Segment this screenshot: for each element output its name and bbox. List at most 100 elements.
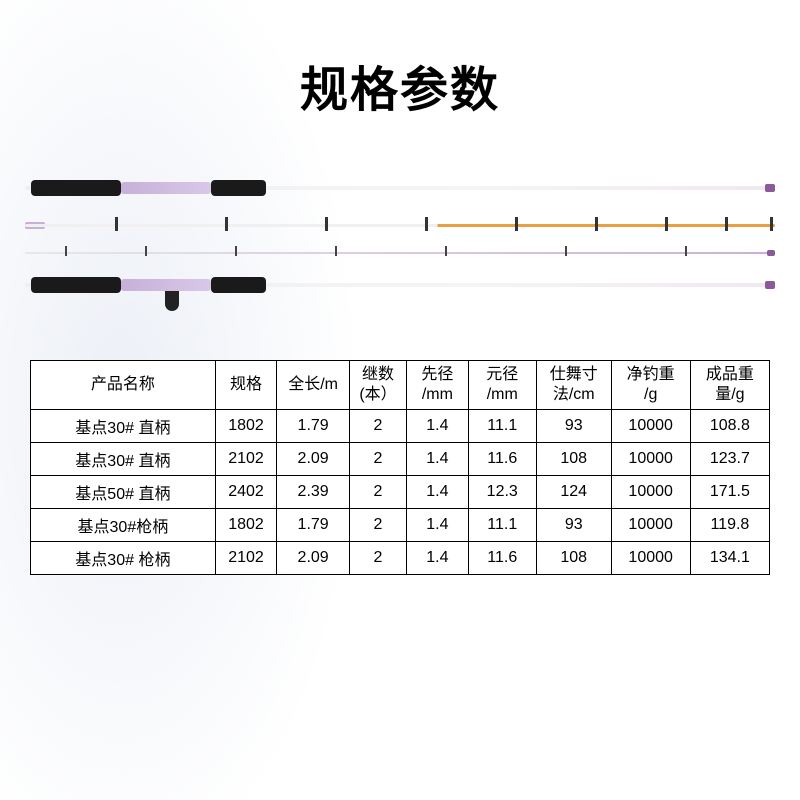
table-cell: 2 (349, 476, 406, 509)
header-text: 仕舞寸 (539, 365, 609, 385)
table-cell: 11.6 (468, 443, 536, 476)
table-cell: 12.3 (468, 476, 536, 509)
table-cell: 基点30# 直柄 (31, 410, 216, 443)
column-header: 产品名称 (31, 361, 216, 410)
column-header: 规格 (215, 361, 277, 410)
rod-reelseat (121, 279, 211, 291)
column-header: 先径/mm (407, 361, 469, 410)
table-cell: 1.4 (407, 542, 469, 575)
table-cell: 2402 (215, 476, 277, 509)
rod-guide (235, 246, 237, 256)
column-header: 净钓重/g (611, 361, 690, 410)
header-text: /g (614, 385, 688, 405)
rod-guide (335, 246, 337, 256)
page-title: 规格参数 (0, 0, 800, 120)
table-cell: 10000 (611, 542, 690, 575)
table-cell: 11.1 (468, 410, 536, 443)
header-text: (本） (352, 385, 404, 405)
rod-endcap (767, 250, 775, 256)
rod-reelseat (121, 182, 211, 194)
rod-guide (325, 217, 328, 231)
header-text: 继数 (352, 365, 404, 385)
table-cell: 1.79 (277, 410, 350, 443)
rod-guide (515, 217, 518, 231)
rod-guide (685, 246, 687, 256)
rod-guide (445, 246, 447, 256)
table-cell: 11.6 (468, 542, 536, 575)
table-cell: 119.8 (690, 509, 769, 542)
rod-endcap (765, 184, 775, 192)
table-cell: 10000 (611, 443, 690, 476)
rod-shaft (25, 224, 775, 227)
table-cell: 1.4 (407, 476, 469, 509)
rod-guide (595, 217, 598, 231)
table-cell: 2 (349, 443, 406, 476)
table-cell: 1.4 (407, 443, 469, 476)
header-text: 量/g (693, 385, 767, 405)
header-text: 先径 (409, 365, 466, 385)
rod-guide (425, 217, 428, 231)
table-cell: 1802 (215, 410, 277, 443)
table-cell: 2 (349, 542, 406, 575)
column-header: 成品重量/g (690, 361, 769, 410)
rod-foregrip (211, 277, 266, 293)
rod-guide (115, 217, 118, 231)
rod-grip (31, 180, 121, 196)
spec-table: 产品名称规格全长/m继数(本）先径/mm元径/mm仕舞寸法/cm净钓重/g成品重… (30, 360, 770, 575)
table-cell: 108 (536, 443, 611, 476)
column-header: 元径/mm (468, 361, 536, 410)
table-cell: 10000 (611, 476, 690, 509)
header-text: /mm (409, 385, 466, 405)
rod-guide (565, 246, 567, 256)
header-text: 净钓重 (614, 365, 688, 385)
table-cell: 1802 (215, 509, 277, 542)
product-illustration (25, 180, 775, 320)
rod-trigger (165, 291, 179, 311)
table-cell: 2 (349, 509, 406, 542)
rod-grip (31, 277, 121, 293)
table-cell: 2.09 (277, 542, 350, 575)
table-cell: 11.1 (468, 509, 536, 542)
table-cell: 124 (536, 476, 611, 509)
rod-shaft (25, 252, 775, 254)
table-cell: 134.1 (690, 542, 769, 575)
table-cell: 2.39 (277, 476, 350, 509)
rod-endcap (765, 281, 775, 289)
rod-guide (665, 217, 668, 231)
table-cell: 基点50# 直柄 (31, 476, 216, 509)
rod-guide (770, 217, 773, 231)
column-header: 仕舞寸法/cm (536, 361, 611, 410)
table-cell: 171.5 (690, 476, 769, 509)
table-cell: 基点30# 直柄 (31, 443, 216, 476)
table-cell: 基点30# 枪柄 (31, 542, 216, 575)
table-cell: 2102 (215, 443, 277, 476)
table-cell: 1.4 (407, 410, 469, 443)
table-header: 产品名称规格全长/m继数(本）先径/mm元径/mm仕舞寸法/cm净钓重/g成品重… (31, 361, 770, 410)
table-cell: 108.8 (690, 410, 769, 443)
header-text: 成品重 (693, 365, 767, 385)
table-body: 基点30# 直柄18021.7921.411.19310000108.8基点30… (31, 410, 770, 575)
table-row: 基点30# 直柄18021.7921.411.19310000108.8 (31, 410, 770, 443)
table-cell: 基点30#枪柄 (31, 509, 216, 542)
rod-guide (145, 246, 147, 256)
rod-guide (725, 217, 728, 231)
table-header-row: 产品名称规格全长/m继数(本）先径/mm元径/mm仕舞寸法/cm净钓重/g成品重… (31, 361, 770, 410)
table-row: 基点50# 直柄24022.3921.412.312410000171.5 (31, 476, 770, 509)
rod-guide (65, 246, 67, 256)
header-text: 法/cm (539, 385, 609, 405)
column-header: 继数(本） (349, 361, 406, 410)
header-text: 元径 (471, 365, 534, 385)
rod-guide (225, 217, 228, 231)
table-cell: 93 (536, 509, 611, 542)
table-cell: 2102 (215, 542, 277, 575)
table-cell: 2 (349, 410, 406, 443)
table-cell: 1.4 (407, 509, 469, 542)
table-cell: 93 (536, 410, 611, 443)
header-text: /mm (471, 385, 534, 405)
column-header: 全长/m (277, 361, 350, 410)
table-cell: 2.09 (277, 443, 350, 476)
table-cell: 1.79 (277, 509, 350, 542)
table-row: 基点30# 枪柄21022.0921.411.610810000134.1 (31, 542, 770, 575)
table-cell: 123.7 (690, 443, 769, 476)
rod-foregrip (211, 180, 266, 196)
